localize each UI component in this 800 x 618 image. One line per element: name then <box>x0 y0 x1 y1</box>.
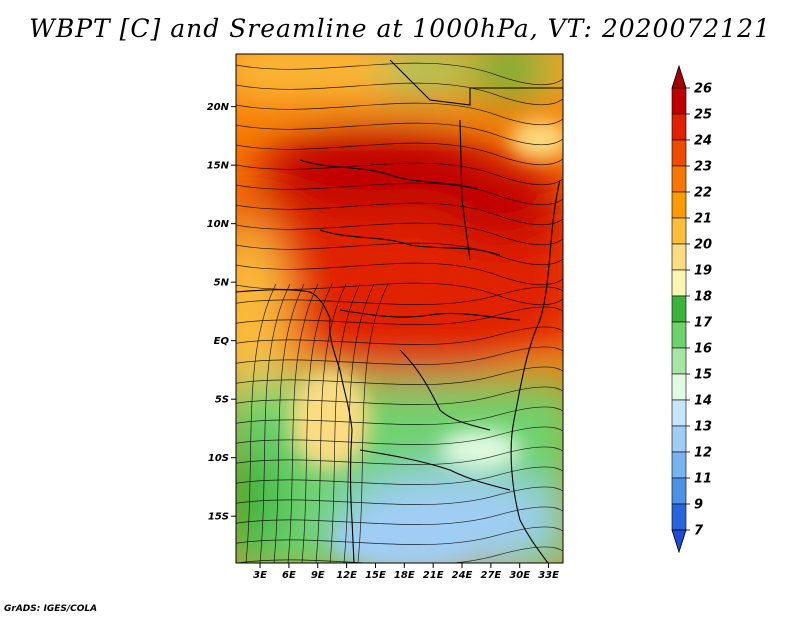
streamline <box>236 426 563 445</box>
lon-tick-label: 3E <box>253 570 267 581</box>
lon-tick-label: 30E <box>509 570 530 581</box>
colorbar-label: 15 <box>694 368 712 383</box>
longitude-axis: 3E 6E 9E 12E 15E 18E 21E 24E 27E 30E 33E <box>253 563 559 581</box>
streamline <box>236 202 563 226</box>
streamline <box>236 282 563 306</box>
colorbar-segment <box>671 425 687 453</box>
map-title: WBPT [C] and Sreamline at 1000hPa, VT: 2… <box>29 14 771 43</box>
colorbar-label: 14 <box>694 394 712 409</box>
streamline <box>236 122 563 146</box>
lat-tick-label: 15N <box>207 161 230 172</box>
colorbar-label: 25 <box>694 108 712 123</box>
streamline <box>236 366 563 385</box>
streamline <box>236 406 563 425</box>
streamline <box>343 283 375 563</box>
streamline <box>236 346 563 365</box>
lon-tick-label: 27E <box>480 570 501 581</box>
streamline <box>259 283 291 563</box>
streamline <box>236 262 563 286</box>
colorbar-label: 21 <box>694 212 712 227</box>
streamline <box>236 162 563 186</box>
colorbar-segment <box>671 321 687 349</box>
coastlines <box>236 59 563 563</box>
colorbar-label: 9 <box>694 498 703 513</box>
streamline <box>236 446 563 465</box>
colorbar-label: 16 <box>694 342 712 357</box>
streamline <box>236 386 563 405</box>
colorbar-segment <box>671 451 687 479</box>
streamline <box>245 283 277 563</box>
lat-tick-label: 5N <box>214 278 230 289</box>
streamline <box>315 283 347 563</box>
streamline <box>301 283 333 563</box>
colorbar-label: 20 <box>694 238 712 253</box>
lat-tick-label: 10S <box>208 453 229 464</box>
lon-tick-label: 24E <box>452 570 473 581</box>
colorbar-label: 23 <box>694 160 712 175</box>
colorbar-segment <box>671 191 687 219</box>
streamline <box>236 286 563 305</box>
latitude-axis: 20N 15N 10N 5N EQ 5S 10S 15S <box>207 102 236 523</box>
colorbar-segment <box>671 269 687 297</box>
lon-tick-label: 15E <box>365 570 386 581</box>
streamline <box>357 283 389 563</box>
colorbar-segment <box>671 217 687 245</box>
colorbar-segment <box>671 347 687 375</box>
colorbar-label: 13 <box>694 420 712 435</box>
colorbar-label: 17 <box>694 316 713 331</box>
streamline <box>236 506 563 525</box>
colorbar-top-arrow <box>671 64 687 89</box>
lon-tick-label: 18E <box>394 570 415 581</box>
lon-tick-label: 12E <box>336 570 357 581</box>
colorbar-label: 7 <box>694 524 704 539</box>
streamline <box>236 242 563 266</box>
streamline <box>236 82 563 106</box>
colorbar: 26 25 24 23 22 21 20 19 18 17 16 15 14 13 12 11 9 7 <box>671 64 713 554</box>
colorbar-label: 12 <box>694 446 712 461</box>
colorbar-segment <box>671 87 687 115</box>
colorbar-segment <box>671 165 687 193</box>
streamline <box>236 142 563 166</box>
lon-tick-label: 21E <box>423 570 444 581</box>
streamline <box>236 546 563 563</box>
lat-tick-label: EQ <box>214 336 230 347</box>
streamline <box>236 526 563 545</box>
lon-tick-label: 9E <box>311 570 325 581</box>
streamline <box>287 283 319 563</box>
streamline <box>236 326 563 345</box>
map-panel <box>236 54 563 563</box>
streamline <box>236 222 563 246</box>
colorbar-segment <box>671 113 687 141</box>
lat-tick-label: 15S <box>208 512 229 523</box>
colorbar-segment <box>671 477 687 505</box>
credit-label: GrADS: IGES/COLA <box>4 604 98 614</box>
map-frame <box>235 53 564 564</box>
lon-tick-label: 33E <box>538 570 559 581</box>
streamline <box>236 486 563 505</box>
colorbar-label: 24 <box>694 134 712 149</box>
colorbar-label: 26 <box>694 82 712 97</box>
colorbar-segment <box>671 373 687 401</box>
lat-tick-label: 10N <box>207 219 230 230</box>
lat-tick-label: 20N <box>207 102 230 113</box>
colorbar-label: 22 <box>694 186 712 201</box>
colorbar-label: 11 <box>694 472 712 487</box>
colorbar-bottom-arrow <box>671 529 687 554</box>
lon-tick-label: 6E <box>282 570 296 581</box>
streamline <box>236 102 563 126</box>
lat-tick-label: 5S <box>215 395 229 406</box>
colorbar-label: 19 <box>694 264 712 279</box>
colorbar-segment <box>671 243 687 271</box>
colorbar-label: 18 <box>694 290 712 305</box>
streamline <box>329 283 361 563</box>
colorbar-segment <box>671 503 687 531</box>
streamline <box>273 283 305 563</box>
colorbar-segment <box>671 295 687 323</box>
streamline <box>236 62 563 86</box>
colorbar-segment <box>671 139 687 167</box>
streamline <box>236 306 563 325</box>
wbpt-detail <box>290 120 563 563</box>
colorbar-segment <box>671 399 687 427</box>
